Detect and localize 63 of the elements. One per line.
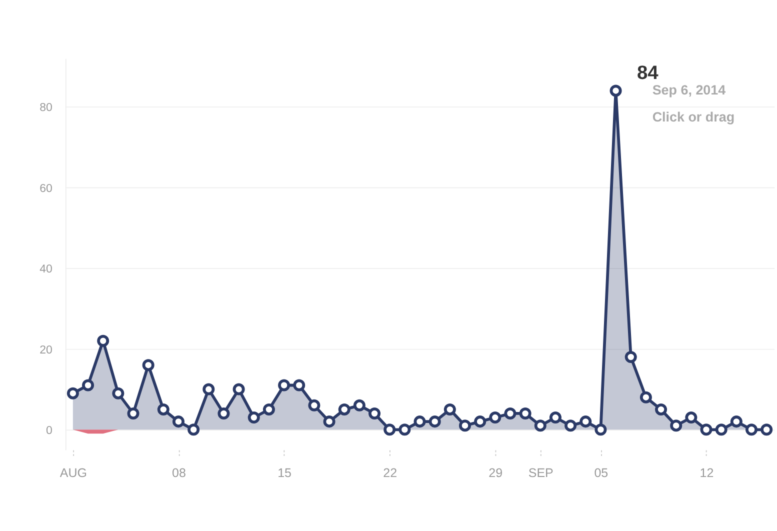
point <box>112 387 124 400</box>
annotation: 84 <box>636 63 659 84</box>
point <box>82 379 94 392</box>
x-tick-label: 22 <box>383 466 398 480</box>
point <box>504 408 516 420</box>
x-tick-label: 12 <box>700 466 714 480</box>
x-tick-label: AUG <box>60 466 87 480</box>
x-tick-label: 05 <box>594 466 608 480</box>
point <box>489 412 502 424</box>
point <box>323 416 336 428</box>
point <box>745 424 758 436</box>
point <box>218 408 230 420</box>
point <box>610 84 622 97</box>
point <box>97 334 110 347</box>
point <box>172 416 184 428</box>
point <box>730 416 742 428</box>
point <box>700 424 712 436</box>
point <box>232 383 245 396</box>
point <box>142 359 154 372</box>
x-tick-label: 08 <box>172 466 186 480</box>
point <box>398 424 411 436</box>
annotation: Click or drag <box>652 109 735 124</box>
point <box>248 412 260 424</box>
y-tick-label: 60 <box>40 182 52 195</box>
x-tick-label: SEP <box>528 466 554 480</box>
point <box>458 420 471 432</box>
point <box>640 391 652 404</box>
point <box>760 424 773 436</box>
point <box>444 403 456 416</box>
point <box>368 408 381 420</box>
point <box>262 403 275 416</box>
annotation: Sep 6, 2014 <box>652 82 726 98</box>
point <box>188 424 200 436</box>
y-tick-label: 40 <box>40 264 52 276</box>
point <box>293 379 306 392</box>
point <box>66 387 79 400</box>
point <box>549 412 562 424</box>
point <box>624 351 637 364</box>
point <box>338 403 350 416</box>
point <box>308 399 320 412</box>
point <box>127 408 140 420</box>
y-tick-label: 20 <box>40 344 52 356</box>
point <box>685 412 698 424</box>
point <box>655 403 668 416</box>
point <box>157 403 170 416</box>
point <box>670 420 682 432</box>
y-tick-label: 80 <box>40 102 52 114</box>
point <box>353 399 366 412</box>
point <box>414 416 426 428</box>
point <box>519 408 532 420</box>
x-tick-label: 29 <box>488 466 503 480</box>
point <box>564 420 577 432</box>
point <box>202 383 215 396</box>
point <box>594 424 607 436</box>
y-tick-label: 0 <box>46 424 52 437</box>
point <box>715 424 728 436</box>
point <box>384 424 396 436</box>
point <box>278 379 290 392</box>
point <box>580 416 592 428</box>
point <box>428 416 441 428</box>
x-tick-label: 15 <box>278 466 292 480</box>
point <box>474 416 486 428</box>
point <box>534 420 546 432</box>
